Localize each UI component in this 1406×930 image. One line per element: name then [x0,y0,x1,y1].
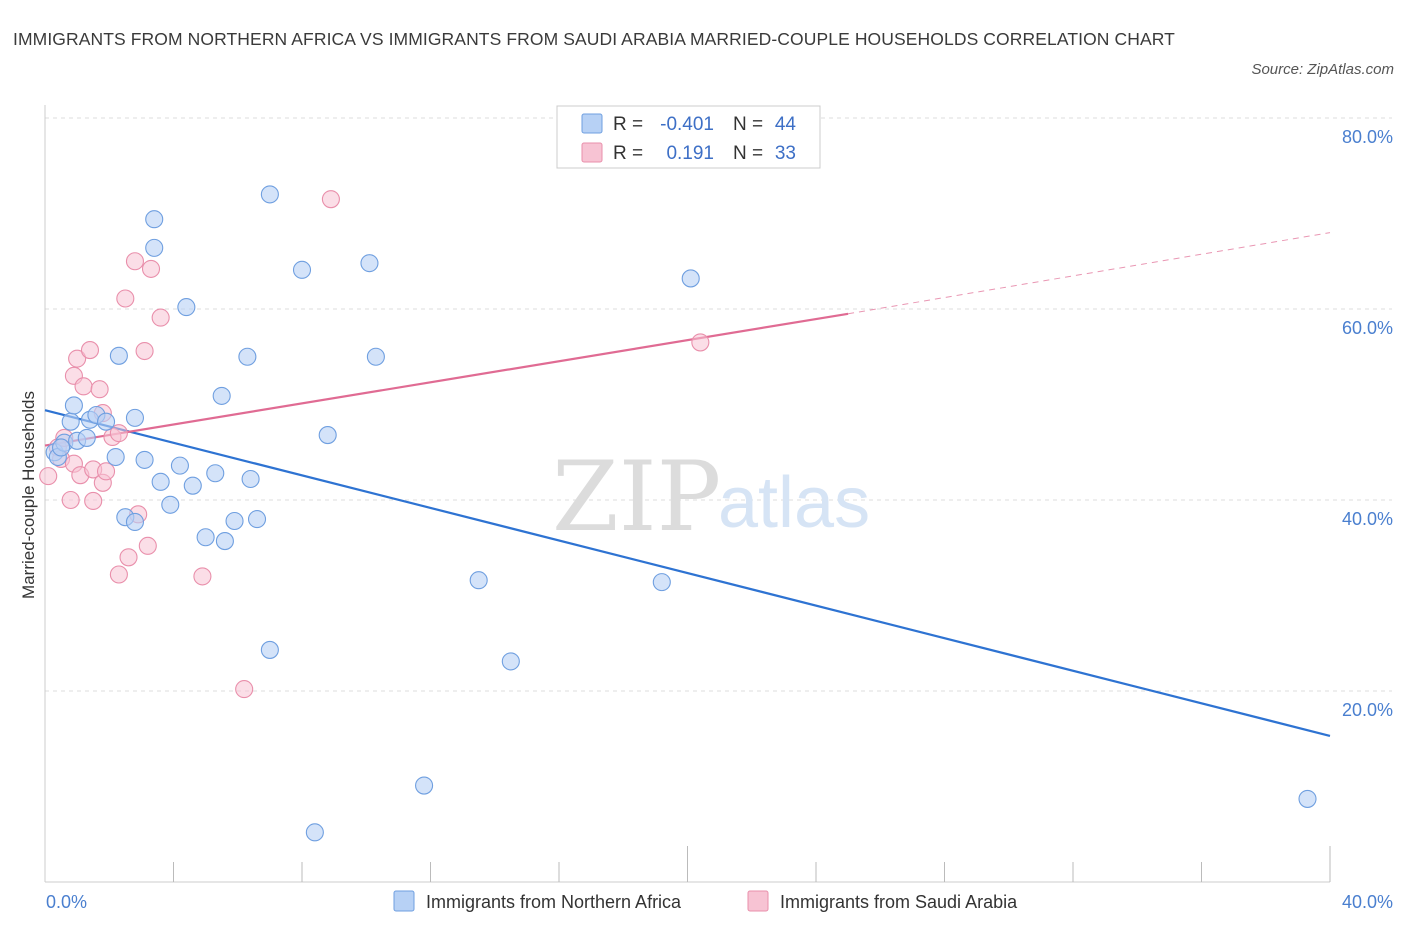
northern-africa-point-20 [161,495,180,514]
legend-r-value-1: -0.401 [660,114,714,135]
y-tick-label-1: 40.0% [1342,509,1393,529]
northern-africa-point-34 [292,260,312,279]
northern-africa-point-33 [260,640,279,659]
y-tick-label-3: 80.0% [1342,127,1393,147]
bottom-legend-label-pink: Immigrants from Saudi Arabia [780,892,1018,912]
saudi-arabia-point-12 [84,491,103,511]
northern-africa-point-44 [1298,789,1317,808]
saudi-arabia-point-10 [80,341,100,360]
northern-africa-point-27 [215,532,234,551]
northern-africa-point-36 [318,426,337,445]
trend-line-saudi-arabia [44,312,849,447]
series-northern-africa-points [45,185,1317,842]
bottom-legend-swatch-pink [747,890,769,912]
northern-africa-point-16 [135,450,154,469]
saudi-arabia-point-26 [141,259,161,278]
chart-source: Source: ZipAtlas.com [1251,61,1394,78]
x-tick-label-0: 0.0% [46,892,87,912]
legend-r-label-2: R = [613,143,643,164]
northern-africa-point-15 [125,408,144,427]
northern-africa-point-28 [225,511,244,531]
grid-lines [45,117,1392,692]
saudi-arabia-point-25 [138,536,157,555]
saudi-arabia-point-27 [151,308,170,327]
northern-africa-point-39 [415,776,434,795]
legend-swatch-blue [581,113,603,134]
northern-africa-point-5 [61,412,80,431]
northern-africa-point-25 [206,464,225,483]
trend-line-saudi-arabia-extension [848,232,1331,315]
legend-r-value-2: 0.191 [666,143,714,164]
northern-africa-point-30 [241,469,260,489]
saudi-arabia-point-5 [61,490,80,510]
saudi-arabia-point-13 [90,380,109,399]
legend-n-label-2: N = [733,143,763,164]
bottom-legend-label-blue: Immigrants from Northern Africa [426,892,682,912]
legend-n-label-1: N = [733,114,763,135]
y-axis-label: Married-couple Households [19,391,38,599]
bottom-legend-swatch-blue [393,890,415,912]
x-tick-label-1: 40.0% [1342,892,1393,912]
saudi-arabia-point-18 [109,424,128,443]
northern-africa-point-23 [183,476,202,495]
northern-africa-point-6 [64,396,83,415]
northern-africa-point-11 [106,447,125,467]
watermark-zip: ZIP [552,441,721,553]
saudi-arabia-point-22 [125,252,144,271]
y-tick-label-2: 60.0% [1342,318,1393,338]
northern-africa-point-18 [145,238,164,257]
saudi-arabia-point-16 [96,462,116,481]
saudi-arabia-point-24 [135,341,154,361]
saudi-arabia-point-19 [109,565,128,584]
northern-africa-point-35 [305,823,324,842]
northern-africa-point-37 [360,254,379,273]
chart-title: IMMIGRANTS FROM NORTHERN AFRICA VS IMMIG… [13,29,1175,49]
trend-lines [44,232,1331,737]
northern-africa-point-41 [501,652,520,671]
northern-africa-point-19 [151,472,170,491]
northern-africa-point-7 [77,428,96,447]
watermark-atlas: atlas [718,463,870,543]
northern-africa-point-38 [366,347,385,366]
northern-africa-point-31 [247,510,267,529]
correlation-legend: R = -0.401 N = 44 R = 0.191 N = 33 [556,105,821,169]
saudi-arabia-point-9 [74,377,93,396]
legend-n-value-2: 33 [775,143,796,164]
northern-africa-point-22 [177,298,196,317]
saudi-arabia-point-29 [235,680,254,699]
trend-line-northern-africa [44,409,1331,737]
northern-africa-point-43 [681,269,700,288]
northern-africa-point-21 [170,456,189,475]
axes [44,105,1331,883]
legend-swatch-pink [581,142,603,163]
northern-africa-point-3 [52,438,71,457]
legend-n-value-1: 44 [775,114,797,135]
northern-africa-point-12 [109,346,128,365]
saudi-arabia-point-30 [321,190,340,209]
saudi-arabia-point-28 [193,567,212,586]
tick-labels: 20.0% 40.0% 60.0% 80.0% 0.0% 40.0% [46,127,1393,912]
northern-africa-point-29 [238,347,257,366]
series-legend: Immigrants from Northern Africa Immigran… [393,890,1018,912]
northern-africa-point-24 [196,528,215,547]
northern-africa-point-42 [652,573,671,592]
northern-africa-point-32 [260,185,279,204]
northern-africa-point-10 [96,412,116,431]
saudi-arabia-point-20 [116,289,135,308]
northern-africa-point-17 [145,210,164,229]
y-tick-label-0: 20.0% [1342,700,1393,720]
northern-africa-point-14 [125,512,144,532]
northern-africa-point-40 [469,571,488,590]
saudi-arabia-point-31 [691,333,710,352]
legend-r-label-1: R = [613,114,643,135]
saudi-arabia-point-0 [39,467,58,486]
saudi-arabia-point-21 [119,548,138,567]
northern-africa-point-26 [212,386,231,405]
saudi-arabia-point-7 [68,349,87,368]
